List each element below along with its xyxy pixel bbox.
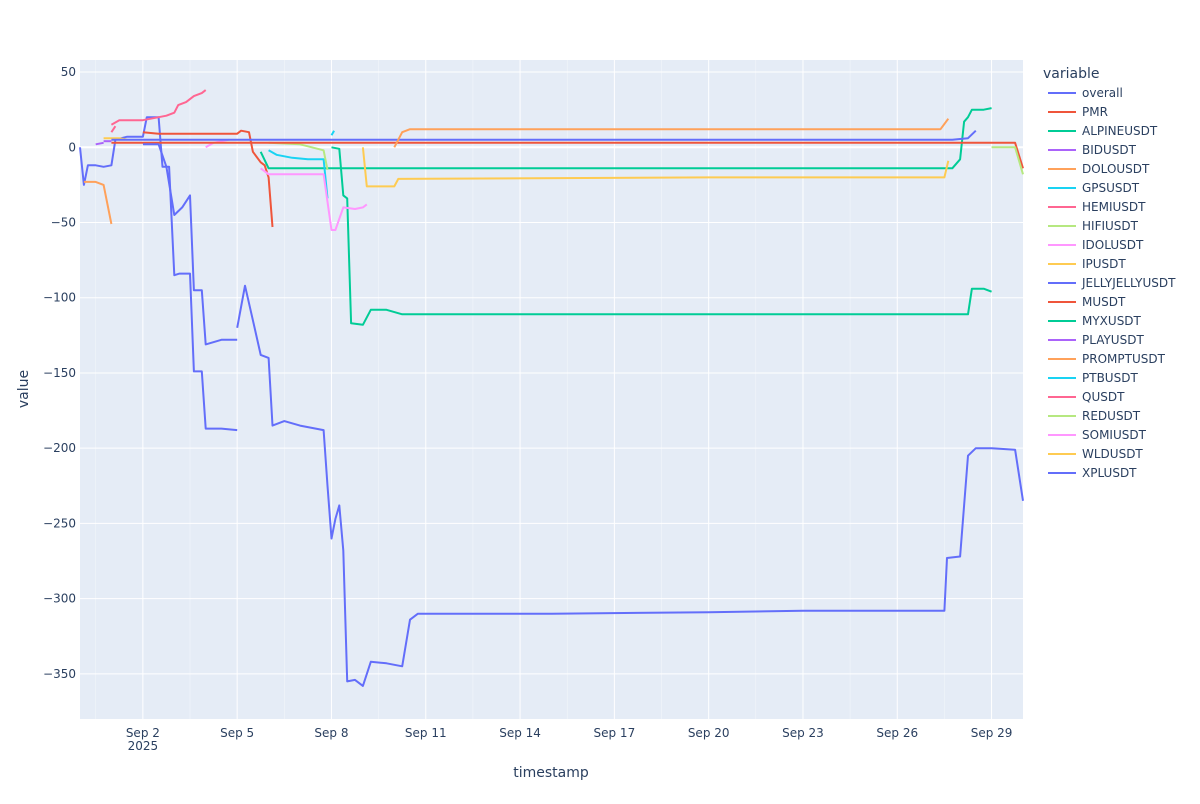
legend-item-myxusdt: MYXUSDT (1048, 314, 1142, 328)
legend-item-promptusdt: PROMPTUSDT (1048, 352, 1166, 366)
legend-item-somiusdt: SOMIUSDT (1048, 428, 1147, 442)
legend-item-wldusdt: WLDUSDT (1048, 447, 1143, 461)
legend-item-redusdt: REDUSDT (1048, 409, 1141, 423)
y-tick-label: −150 (43, 366, 76, 380)
y-tick-label: −50 (51, 215, 76, 229)
series-line-dolousdt (83, 180, 113, 225)
y-axis-title: value (16, 370, 32, 408)
legend-item-jellyjellyusdt: JELLYJELLYUSDT (1048, 276, 1176, 290)
legend-item-pmr: PMR (1048, 105, 1108, 119)
legend-label: HIFIUSDT (1082, 219, 1139, 233)
grid-layer (80, 60, 1023, 719)
x-tick-label: Sep 11 (405, 726, 447, 740)
legend-label: PMR (1082, 105, 1108, 119)
x-tick-label: Sep 5 (220, 726, 254, 740)
x-tick-label: Sep 23 (782, 726, 824, 740)
legend-item-xplusdt: XPLUSDT (1048, 466, 1137, 480)
legend-label: XPLUSDT (1082, 466, 1137, 480)
y-tick-labels: 50 0 −50 −100 −150 −200 −250 −300 −350 (43, 65, 76, 681)
x-tick-label: Sep 2 (126, 726, 160, 740)
legend-item-overall: overall (1048, 86, 1123, 100)
series-line-jellyjellyusdt (111, 129, 977, 141)
legend-title: variable (1043, 66, 1099, 82)
legend-label: PLAYUSDT (1082, 333, 1144, 347)
legend-item-ptbusdt: PTBUSDT (1048, 371, 1138, 385)
series-line-bidusdt (95, 141, 104, 146)
legend-item-qusdt: QUSDT (1048, 390, 1125, 404)
legend-label: PTBUSDT (1082, 371, 1138, 385)
legend-label: MYXUSDT (1082, 314, 1142, 328)
legend-item-playusdt: PLAYUSDT (1048, 333, 1144, 347)
series-line-pmr (142, 129, 274, 228)
y-tick-label: −100 (43, 291, 76, 305)
x-tick-label: Sep 26 (876, 726, 918, 740)
legend-label: overall (1082, 86, 1123, 100)
series-line-xplusdt (142, 143, 238, 346)
legend-label: DOLOUSDT (1082, 162, 1150, 176)
y-tick-label: −200 (43, 441, 76, 455)
legend-item-hifiusdt: HIFIUSDT (1048, 219, 1139, 233)
series-line-wldusdt (361, 147, 950, 188)
legend-label: WLDUSDT (1082, 447, 1143, 461)
series-layer (79, 89, 1024, 687)
legend-label: MUSDT (1082, 295, 1126, 309)
series-line-gpsusdt (268, 149, 329, 199)
legend-item-alpineusdt: ALPINEUSDT (1048, 124, 1158, 138)
series-line-promptusdt (393, 118, 950, 148)
series-line-myxusdt (331, 146, 992, 326)
legend-item-hemiusdt: HEMIUSDT (1048, 200, 1146, 214)
y-tick-label: −300 (43, 592, 76, 606)
legend-item-gpsusdt: GPSUSDT (1048, 181, 1140, 195)
x-tick-label: Sep 17 (594, 726, 636, 740)
y-tick-label: −250 (43, 516, 76, 530)
x-tick-sublabel: 2025 (128, 739, 159, 753)
legend-item-musdt: MUSDT (1048, 295, 1126, 309)
legend-item-dolousdt: DOLOUSDT (1048, 162, 1150, 176)
legend-label: ALPINEUSDT (1082, 124, 1158, 138)
series-line-musdt (111, 141, 1024, 169)
series-line-redusdt (991, 146, 1024, 175)
legend-item-ipusdt: IPUSDT (1048, 257, 1126, 271)
y-tick-label: −350 (43, 667, 76, 681)
legend-item-bidusdt: BIDUSDT (1048, 143, 1137, 157)
x-tick-label: Sep 14 (499, 726, 541, 740)
series-line-qusdt (110, 89, 207, 126)
x-axis-title: timestamp (513, 765, 589, 781)
legend: overall PMR ALPINEUSDT BIDUSDT DOLOUSDT GPSUS… (1048, 86, 1176, 480)
x-tick-label: Sep 8 (314, 726, 348, 740)
legend-label: IDOLUSDT (1082, 238, 1144, 252)
series-line-hemiusdt (110, 125, 117, 133)
legend-label: QUSDT (1082, 390, 1125, 404)
series-line-somiusdt (260, 167, 368, 231)
legend-label: REDUSDT (1082, 409, 1141, 423)
legend-label: BIDUSDT (1082, 143, 1137, 157)
legend-label: SOMIUSDT (1082, 428, 1147, 442)
x-tick-label: Sep 29 (971, 726, 1013, 740)
series-line-alpineusdt (259, 107, 992, 170)
y-tick-label: 0 (68, 140, 76, 154)
legend-label: IPUSDT (1082, 257, 1126, 271)
legend-label: JELLYJELLYUSDT (1081, 276, 1176, 290)
legend-label: HEMIUSDT (1082, 200, 1146, 214)
x-tick-label: Sep 20 (688, 726, 730, 740)
y-tick-label: 50 (61, 65, 76, 79)
plot-background (80, 60, 1023, 719)
legend-label: GPSUSDT (1082, 181, 1140, 195)
series-line-ptbusdt (330, 130, 335, 136)
legend-item-idolusdt: IDOLUSDT (1048, 238, 1144, 252)
legend-label: PROMPTUSDT (1082, 352, 1166, 366)
